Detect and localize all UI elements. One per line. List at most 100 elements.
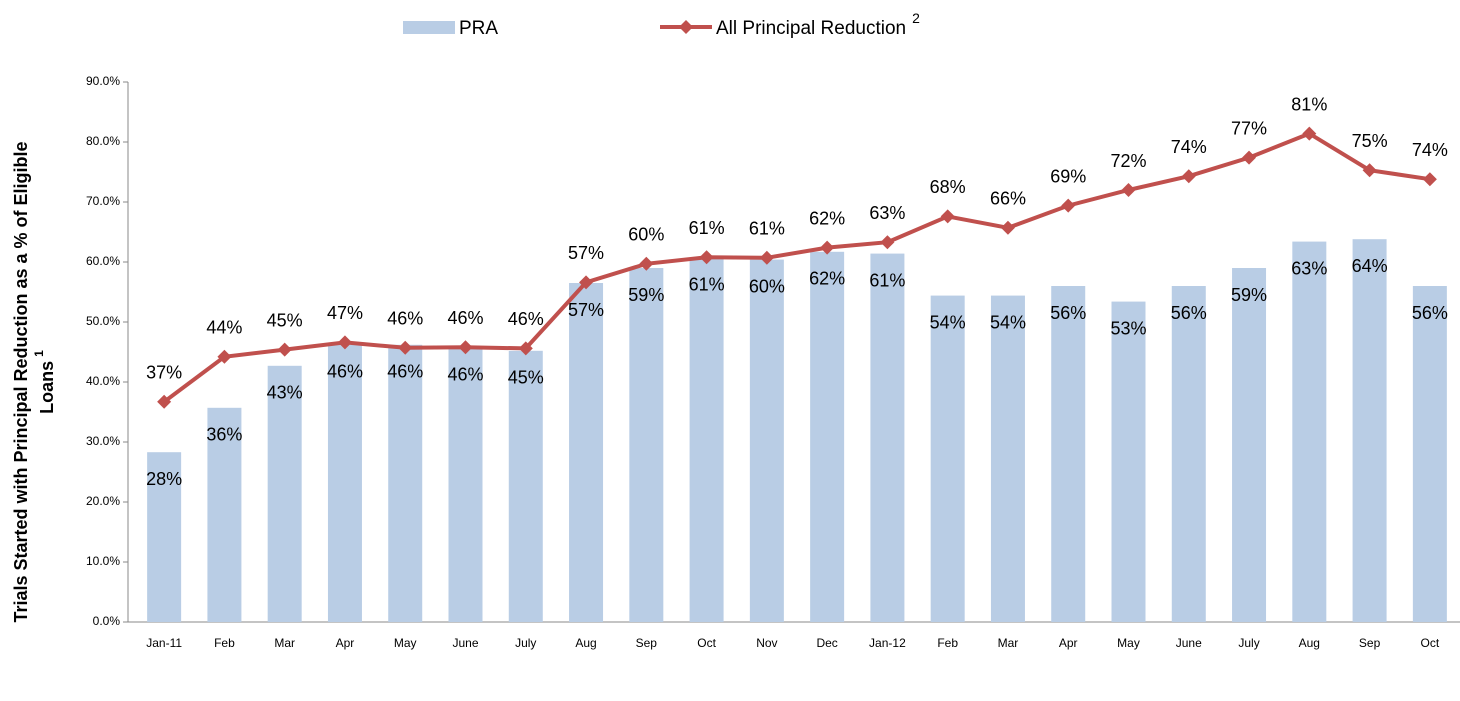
bar-data-label: 46% <box>447 365 483 385</box>
bar <box>388 344 423 622</box>
line-data-label: 47% <box>327 303 363 323</box>
line-data-label: 37% <box>146 363 182 383</box>
line-marker <box>940 209 955 224</box>
x-tick-label: Apr <box>336 636 355 650</box>
legend-swatch <box>403 21 455 34</box>
line <box>162 131 1431 404</box>
x-tick-label: Sep <box>636 636 658 650</box>
line-marker <box>458 340 473 355</box>
line-marker <box>1000 220 1015 235</box>
bar-data-label: 63% <box>1291 258 1327 278</box>
bar-data-label: 62% <box>809 269 845 289</box>
bar-data-label: 46% <box>327 362 363 382</box>
line-marker <box>157 394 172 409</box>
y-axis-title: Trials Started with Principal Reduction … <box>11 141 57 622</box>
line-data-label: 63% <box>869 203 905 223</box>
x-tick-label: Aug <box>1299 636 1320 650</box>
line-marker <box>337 335 352 350</box>
bar-data-label: 59% <box>1231 285 1267 305</box>
line-data-label: 72% <box>1110 151 1146 171</box>
line-data-label: 69% <box>1050 166 1086 186</box>
bar <box>1171 286 1206 622</box>
line-marker <box>1242 150 1257 165</box>
bar <box>1232 268 1267 622</box>
line-data-label: 57% <box>568 243 604 263</box>
line-data-label: 61% <box>689 218 725 238</box>
bar <box>448 347 483 622</box>
bar-data-label: 56% <box>1050 303 1086 323</box>
line-marker <box>1181 169 1196 184</box>
line-data-label: 68% <box>930 177 966 197</box>
bar-data-label: 60% <box>749 276 785 296</box>
bar <box>990 295 1025 622</box>
line-marker <box>639 256 654 271</box>
line-data-label: 61% <box>749 219 785 239</box>
bar <box>749 259 784 622</box>
bar-data-label: 64% <box>1352 256 1388 276</box>
line-data-label: 74% <box>1412 140 1448 160</box>
y-axis-title-line: Loans1 <box>32 350 57 414</box>
bar-data-label: 54% <box>990 312 1026 332</box>
line-marker <box>699 250 714 265</box>
y-tick-label: 20.0% <box>86 494 120 508</box>
line-marker <box>1422 172 1437 187</box>
x-tick-label: June <box>452 636 478 650</box>
bar <box>930 295 965 622</box>
line-marker <box>820 240 835 255</box>
bar <box>689 257 724 622</box>
y-tick-label: 10.0% <box>86 554 120 568</box>
bar <box>207 407 242 622</box>
x-tick-label: Dec <box>816 636 837 650</box>
line-marker <box>759 250 774 265</box>
y-tick-label: 30.0% <box>86 434 120 448</box>
bar-data-label: 56% <box>1412 303 1448 323</box>
line-data-label: 46% <box>387 309 423 329</box>
bar <box>267 365 302 622</box>
bar <box>1111 301 1146 622</box>
bar-data-label: 54% <box>930 312 966 332</box>
bar <box>1352 239 1387 622</box>
x-tick-label: Feb <box>937 636 958 650</box>
bar-data-label: 61% <box>869 270 905 290</box>
bar-data-label: 56% <box>1171 303 1207 323</box>
line-marker <box>1061 198 1076 213</box>
bar-data-label: 45% <box>508 368 544 388</box>
x-tick-label: June <box>1176 636 1202 650</box>
line-marker <box>518 341 533 356</box>
line-marker <box>579 275 594 290</box>
bar-data-label: 28% <box>146 469 182 489</box>
bar-data-label: 36% <box>206 425 242 445</box>
y-tick-label: 0.0% <box>93 614 121 628</box>
y-tick-label: 40.0% <box>86 374 120 388</box>
line-marker <box>398 340 413 355</box>
bar-data-label: 61% <box>689 275 725 295</box>
bar <box>1051 286 1086 622</box>
x-tick-label: Sep <box>1359 636 1381 650</box>
line-data-label: 66% <box>990 189 1026 209</box>
y-tick-label: 90.0% <box>86 74 120 88</box>
line-marker <box>217 349 232 364</box>
x-tick-label: Oct <box>1421 636 1440 650</box>
line-data-label: 74% <box>1171 137 1207 157</box>
x-tick-label: Oct <box>697 636 716 650</box>
bar <box>147 452 182 622</box>
y-axis-title-line: Trials Started with Principal Reduction … <box>11 141 31 622</box>
line-marker <box>1302 126 1317 141</box>
line-data-label: 46% <box>447 308 483 328</box>
x-tick-label: Feb <box>214 636 235 650</box>
line-data-label: 77% <box>1231 118 1267 138</box>
legend-label: PRA <box>459 18 498 39</box>
bar <box>508 350 543 622</box>
bar <box>870 253 905 622</box>
x-tick-label: Apr <box>1059 636 1078 650</box>
line-data-label: 45% <box>267 310 303 330</box>
line-data-label: 60% <box>628 225 664 245</box>
x-tick-label: May <box>394 636 417 650</box>
x-tick-label: Jan-11 <box>146 636 182 650</box>
bar-data-label: 59% <box>628 285 664 305</box>
legend-marker <box>679 20 693 34</box>
bar <box>1412 286 1447 622</box>
y-tick-label: 80.0% <box>86 134 120 148</box>
bar-data-label: 57% <box>568 300 604 320</box>
